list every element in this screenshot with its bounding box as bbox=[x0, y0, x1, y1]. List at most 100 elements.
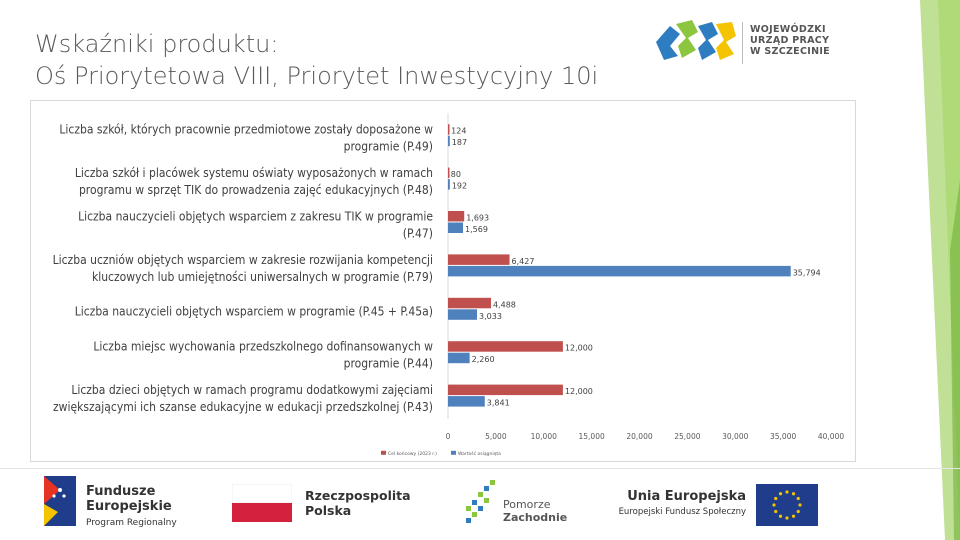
category-label-line: zwiększającymi ich szanse edukacyjne w e… bbox=[53, 400, 433, 414]
data-label-target: 1,693 bbox=[466, 214, 489, 223]
data-label-target: 4,488 bbox=[493, 300, 516, 309]
bar-actual bbox=[448, 135, 450, 147]
bar-target bbox=[448, 211, 465, 222]
ue-line-2: Europejski Fundusz Społeczny bbox=[618, 507, 746, 517]
bar-target bbox=[448, 124, 450, 135]
fundusze-europejskie-emblem-icon bbox=[44, 476, 76, 526]
title-line-2: Oś Priorytetowa VIII, Priorytet Inwestyc… bbox=[35, 62, 599, 90]
rzeczpospolita-polska-wordmark: Rzeczpospolita Polska bbox=[305, 488, 411, 518]
category-label-line: programie (P.49) bbox=[344, 140, 433, 154]
data-label-target: 80 bbox=[451, 170, 461, 179]
category-label-line: Liczba nauczycieli objętych wsparciem z … bbox=[78, 210, 433, 224]
data-label-target: 12,000 bbox=[565, 344, 593, 353]
category-label-line: Liczba szkół i placówek systemu oświaty … bbox=[75, 166, 433, 180]
eu-star bbox=[791, 514, 796, 518]
rp-line-2: Polska bbox=[305, 503, 352, 518]
eu-flag-icon bbox=[756, 484, 818, 526]
eu-star bbox=[798, 503, 802, 507]
category-label: Liczba szkół i placówek systemu oświaty … bbox=[75, 166, 433, 197]
category-label: Liczba nauczycieli objętych wsparciem z … bbox=[78, 210, 433, 241]
wup-szczecin-logo: WOJEWÓDZKI URZĄD PRACY W SZCZECINIE bbox=[652, 16, 832, 66]
data-label-actual: 192 bbox=[452, 182, 467, 191]
bar-actual bbox=[448, 396, 485, 407]
data-label-target: 6,427 bbox=[512, 257, 535, 266]
category-label-line: programu w sprzęt TIK do prowadzenia zaj… bbox=[79, 183, 433, 197]
bar-actual bbox=[448, 222, 464, 233]
eu-star bbox=[778, 514, 783, 518]
eu-star bbox=[796, 509, 800, 514]
fe-line-2: Europejskie bbox=[86, 499, 172, 514]
fe-line-3: Program Regionalny bbox=[86, 518, 177, 528]
wup-line-2: URZĄD PRACY bbox=[750, 35, 830, 46]
data-label-actual: 3,033 bbox=[479, 312, 502, 321]
x-tick-label: 0 bbox=[446, 432, 451, 441]
x-tick-label: 30,000 bbox=[722, 432, 748, 441]
data-label-actual: 187 bbox=[452, 138, 467, 147]
x-tick-label: 5,000 bbox=[485, 432, 507, 441]
rp-line-1: Rzeczpospolita bbox=[305, 488, 411, 503]
data-label-actual: 35,794 bbox=[793, 268, 821, 277]
category-label: Liczba uczniów objętych wsparciem w zakr… bbox=[53, 253, 433, 284]
x-tick-label: 10,000 bbox=[531, 432, 557, 441]
bar-target bbox=[448, 384, 563, 396]
polish-flag-icon bbox=[232, 484, 292, 522]
decorative-green-shapes bbox=[920, 0, 960, 540]
category-label-line: Liczba szkół, których pracownie przedmio… bbox=[59, 123, 433, 137]
data-label-actual: 3,841 bbox=[487, 399, 510, 408]
category-label-line: Liczba uczniów objętych wsparciem w zakr… bbox=[53, 253, 433, 267]
bar-actual bbox=[448, 265, 791, 277]
footer-logos bbox=[0, 468, 960, 540]
x-tick-label: 15,000 bbox=[579, 432, 605, 441]
legend-label-actual: Wartość osiągnięta bbox=[458, 450, 501, 457]
legend-swatch-actual bbox=[451, 450, 456, 455]
unia-europejska-wordmark: Unia Europejska Europejski Fundusz Społe… bbox=[616, 489, 746, 519]
bar-target bbox=[448, 167, 450, 179]
footer-divider bbox=[0, 468, 960, 469]
fundusze-europejskie-wordmark: Fundusze Europejskie Program Regionalny bbox=[86, 484, 177, 530]
data-label-actual: 2,260 bbox=[472, 355, 495, 364]
data-label-target: 124 bbox=[451, 127, 466, 136]
bar-actual bbox=[448, 309, 478, 320]
category-label-line: programie (P.44) bbox=[344, 357, 433, 371]
x-tick-label: 40,000 bbox=[818, 432, 844, 441]
category-label: Liczba miejsc wychowania przedszkolnego … bbox=[93, 340, 433, 371]
pz-line-1: Pomorze bbox=[503, 498, 551, 511]
slide-title: Wskaźniki produktu: Oś Priorytetowa VIII… bbox=[35, 28, 635, 92]
category-label: Liczba szkół, których pracownie przedmio… bbox=[59, 123, 433, 154]
pz-line-2: Zachodnie bbox=[503, 511, 568, 524]
category-label-line: Liczba dzieci objętych w ramach programu… bbox=[71, 383, 433, 397]
eu-star bbox=[785, 516, 789, 520]
eu-star bbox=[774, 496, 778, 501]
category-label-line: Liczba miejsc wychowania przedszkolnego … bbox=[93, 340, 433, 354]
x-tick-label: 25,000 bbox=[674, 432, 700, 441]
title-line-1: Wskaźniki produktu: bbox=[35, 30, 279, 58]
eu-star bbox=[774, 509, 778, 514]
eu-star bbox=[785, 490, 789, 494]
bar-chart-svg: Liczba szkół, których pracownie przedmio… bbox=[53, 113, 844, 457]
wup-line-1: WOJEWÓDZKI bbox=[750, 24, 826, 35]
bar-target bbox=[448, 341, 563, 352]
legend-swatch-target bbox=[381, 450, 386, 455]
x-tick-label: 35,000 bbox=[770, 432, 796, 441]
x-tick-label: 20,000 bbox=[626, 432, 652, 441]
pomorze-zachodnie-emblem-icon bbox=[466, 480, 495, 523]
bar-actual bbox=[448, 179, 450, 190]
pomorze-zachodnie-wordmark: Pomorze Zachodnie bbox=[503, 498, 567, 524]
eu-star bbox=[772, 503, 776, 507]
category-label-line: Liczba nauczycieli objętych wsparciem w … bbox=[75, 304, 433, 318]
indicator-chart: Liczba szkół, których pracownie przedmio… bbox=[30, 100, 856, 462]
category-label-line: kluczowych lub umiejętności uniwersalnyc… bbox=[92, 270, 433, 284]
legend-label-target: Cel końcowy (2023 r.) bbox=[388, 450, 437, 457]
category-label: Liczba dzieci objętych w ramach programu… bbox=[53, 383, 433, 414]
data-label-actual: 1,569 bbox=[465, 225, 488, 234]
data-label-target: 12,000 bbox=[565, 387, 593, 396]
bar-actual bbox=[448, 352, 470, 364]
bar-target bbox=[448, 254, 510, 265]
ue-line-1: Unia Europejska bbox=[627, 489, 746, 504]
wup-wordmark: WOJEWÓDZKI URZĄD PRACY W SZCZECINIE bbox=[750, 24, 830, 57]
wup-divider bbox=[742, 22, 743, 64]
wup-emblem-icon bbox=[656, 20, 736, 60]
wup-line-3: W SZCZECINIE bbox=[750, 46, 830, 57]
eu-star bbox=[791, 492, 796, 496]
bar-target bbox=[448, 297, 491, 309]
